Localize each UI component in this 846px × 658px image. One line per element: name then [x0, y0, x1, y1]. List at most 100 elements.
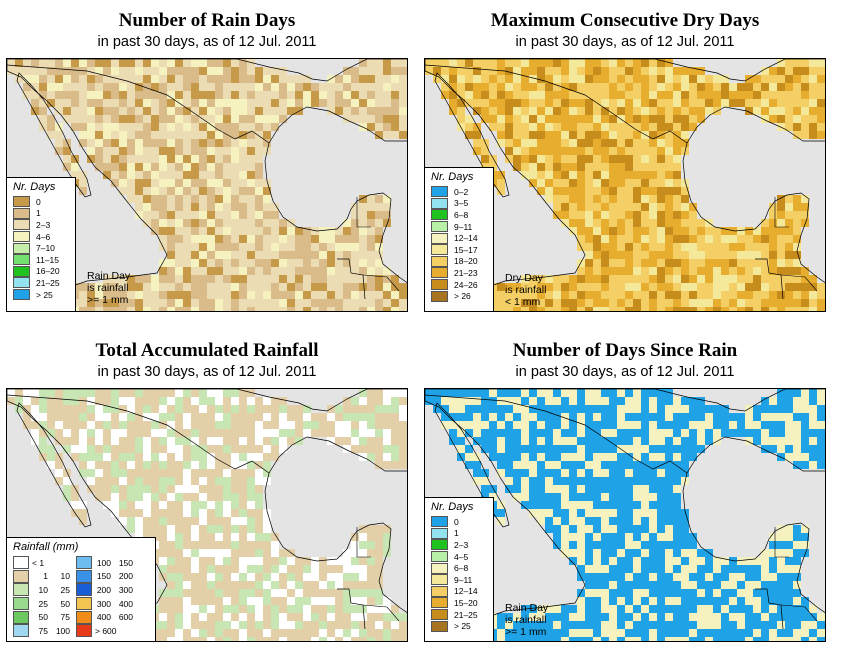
map-cell — [761, 405, 769, 413]
map-cell — [777, 597, 785, 605]
map-cell — [665, 219, 673, 227]
map-cell — [311, 259, 319, 267]
map-cell — [457, 421, 465, 429]
map-cell — [777, 283, 785, 291]
map-cell — [737, 243, 745, 251]
map-cell — [809, 275, 817, 283]
map-cell — [383, 629, 391, 637]
map-cell — [295, 227, 303, 235]
map-cell — [359, 557, 367, 565]
map-cell — [561, 509, 569, 517]
map-cell — [601, 147, 609, 155]
map-cell — [769, 549, 777, 557]
map-cell — [199, 589, 207, 597]
map-cell — [793, 267, 801, 275]
map-cell — [497, 179, 505, 187]
note-line: < 1 mm — [505, 296, 541, 308]
map-cell — [817, 59, 825, 67]
map-cell — [697, 421, 705, 429]
map-cell — [383, 461, 391, 469]
map-cell — [151, 123, 159, 131]
map-cell — [593, 251, 601, 259]
map-cell — [87, 299, 95, 307]
legend-label: 200 — [96, 584, 111, 595]
map-cell — [335, 605, 343, 613]
map-cell — [191, 581, 199, 589]
map-cell — [785, 75, 793, 83]
map-cell — [689, 115, 697, 123]
map-cell — [167, 67, 175, 75]
map-cell — [71, 91, 79, 99]
map-cell — [641, 139, 649, 147]
map-cell — [183, 235, 191, 243]
map-cell — [367, 573, 375, 581]
map-cell — [367, 203, 375, 211]
map-cell — [175, 91, 183, 99]
map-cell — [79, 187, 87, 195]
map-cell — [327, 235, 335, 243]
map-cell — [601, 179, 609, 187]
map-cell — [183, 163, 191, 171]
map-cell — [489, 429, 497, 437]
map-cell — [199, 485, 207, 493]
map-cell — [167, 147, 175, 155]
map-cell — [351, 405, 359, 413]
map-cell — [817, 445, 825, 453]
map-cell — [705, 83, 713, 91]
map-cell — [391, 629, 399, 637]
map-cell — [215, 299, 223, 307]
map-cell — [609, 549, 617, 557]
map-cell — [231, 299, 239, 307]
map-cell — [809, 123, 817, 131]
map-cell — [753, 275, 761, 283]
map-cell — [577, 155, 585, 163]
map-cell — [111, 91, 119, 99]
map-cell — [769, 445, 777, 453]
map-cell — [537, 179, 545, 187]
map-cell — [601, 75, 609, 83]
map-cell — [545, 485, 553, 493]
map-cell — [777, 291, 785, 299]
map-cell — [375, 437, 383, 445]
map-cell — [505, 115, 513, 123]
map-cell — [375, 405, 383, 413]
map-cell — [817, 131, 825, 139]
map-cell — [71, 155, 79, 163]
map-cell — [625, 541, 633, 549]
map-cell — [761, 557, 769, 565]
map-cell — [601, 91, 609, 99]
map-cell — [481, 413, 489, 421]
map-cell — [207, 597, 215, 605]
map-cell — [705, 405, 713, 413]
panel-rain-days: Number of Rain Days in past 30 days, as … — [2, 0, 412, 325]
map-cell — [649, 421, 657, 429]
map-cell — [255, 267, 263, 275]
map-cell — [383, 131, 391, 139]
map-cell — [151, 187, 159, 195]
map-cell — [135, 299, 143, 307]
panel-total-rainfall: Total Accumulated Rainfall in past 30 da… — [2, 330, 412, 655]
map-cell — [521, 131, 529, 139]
map-cell — [167, 485, 175, 493]
map-cell — [55, 469, 63, 477]
map-cell — [319, 421, 327, 429]
map-cell — [167, 437, 175, 445]
map-cell — [167, 549, 175, 557]
map-cell — [23, 405, 31, 413]
map-cell — [601, 501, 609, 509]
map-cell — [303, 597, 311, 605]
map-cell — [135, 187, 143, 195]
map-cell — [79, 179, 87, 187]
map-cell — [785, 219, 793, 227]
map-cell — [761, 235, 769, 243]
map-cell — [287, 291, 295, 299]
map-cell — [335, 299, 343, 307]
map-cell — [367, 259, 375, 267]
map-cell — [601, 83, 609, 91]
map-cell — [287, 267, 295, 275]
map-cell — [159, 389, 167, 397]
map-cell — [585, 389, 593, 397]
map-cell — [159, 299, 167, 307]
legend-item: 6–8 — [431, 562, 489, 574]
map-cell — [569, 195, 577, 203]
